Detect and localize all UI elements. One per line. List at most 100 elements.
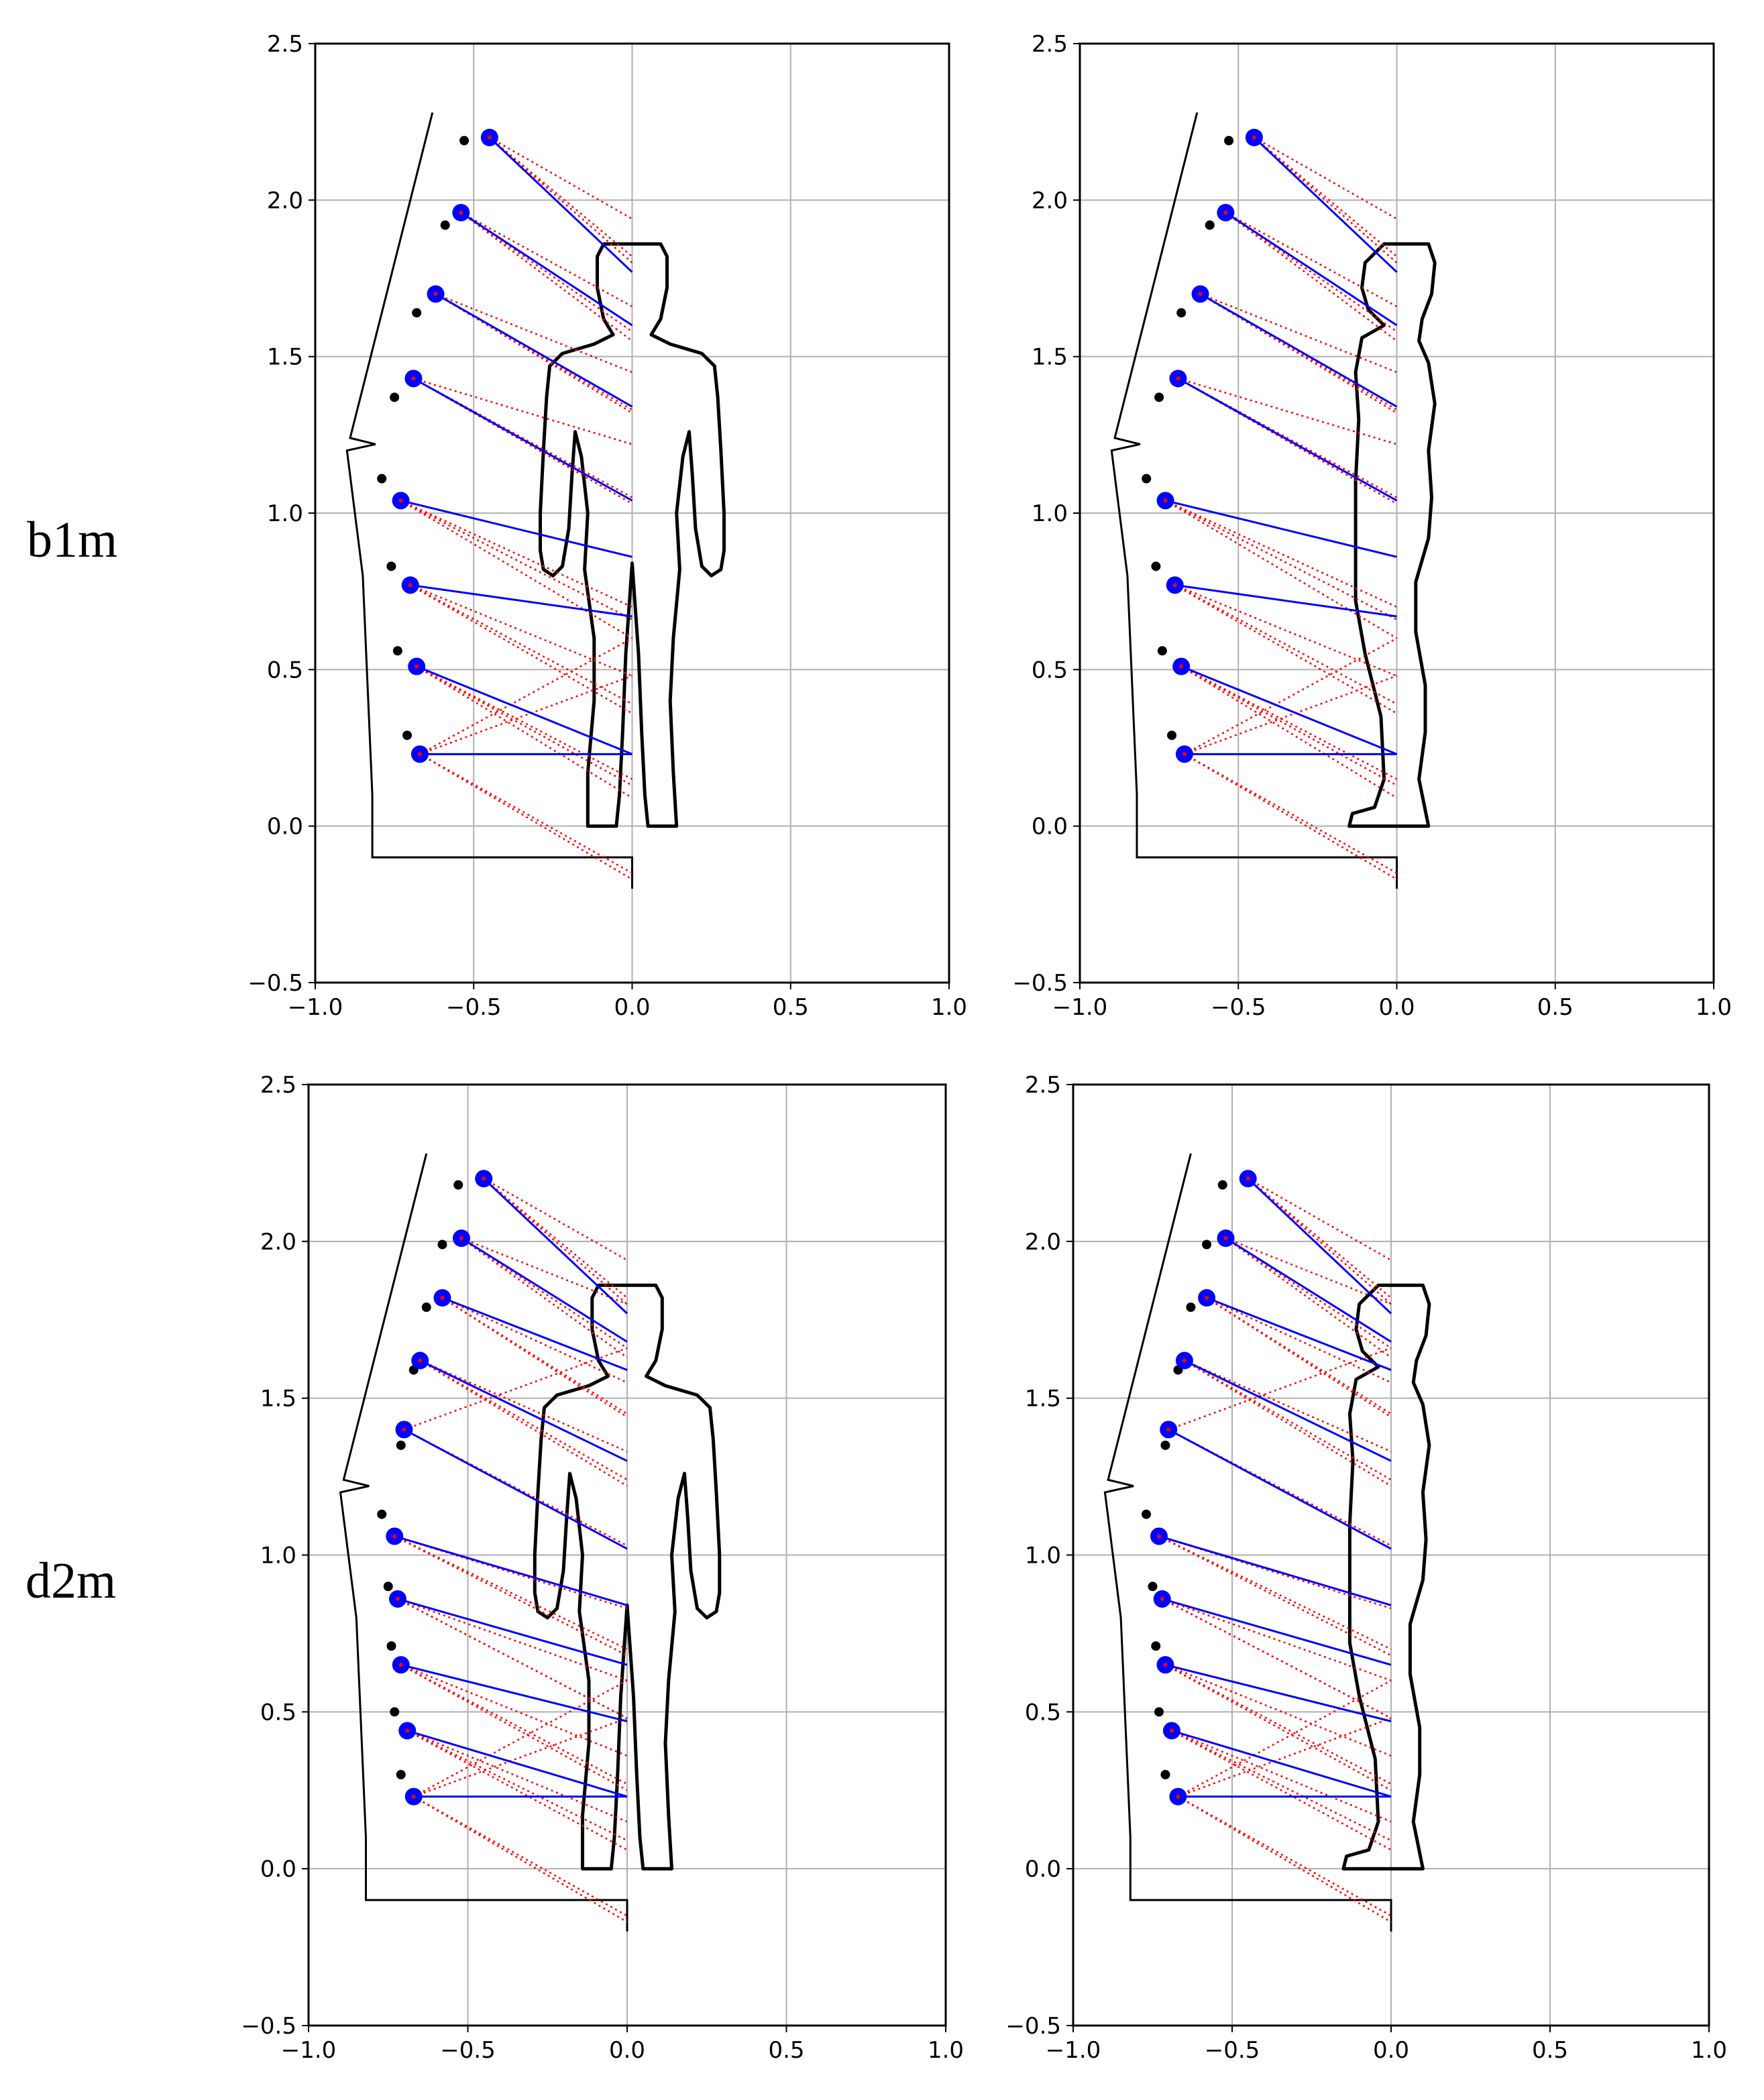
ray-line (412, 378, 633, 505)
ray-line (1165, 500, 1398, 608)
black-dot (1151, 1641, 1161, 1651)
black-dot (1160, 1769, 1170, 1779)
black-dot (440, 220, 450, 230)
y-tick-label: 0.0 (1025, 1856, 1061, 1883)
black-dot (386, 561, 396, 571)
x-tick-label: 0.5 (1537, 994, 1574, 1021)
panel-b1m-side: −1.0 −0.5 0.0 0.5 1.0−0.50.00.51.01.52.02.5 (1012, 31, 1732, 1021)
ray-line (1206, 1296, 1392, 1415)
ray-line (404, 1347, 628, 1431)
sensor-center (1182, 752, 1187, 757)
ray-line (400, 500, 633, 608)
sensor-center (418, 1358, 423, 1363)
sensor-center (459, 211, 463, 215)
black-dot (453, 1180, 463, 1190)
ray-line (460, 211, 633, 333)
sensor-center (1163, 498, 1168, 503)
ray-line (1184, 753, 1398, 874)
ray-line (1171, 1730, 1392, 1842)
sensor-center (433, 292, 438, 296)
sensor-center (398, 498, 403, 503)
sensor-center (1252, 135, 1256, 140)
ray-line (1158, 1535, 1392, 1657)
ray-line (1254, 136, 1398, 220)
ray-line (1184, 1360, 1392, 1487)
x-tick-label: 0.5 (773, 994, 809, 1021)
y-tick-label: 2.5 (1032, 31, 1068, 58)
body-outline (1341, 1283, 1431, 1871)
panel-d2m-side: −1.0 −0.5 0.0 0.5 1.0−0.50.00.51.01.52.02.5 (1005, 1072, 1727, 2064)
ray-line (1225, 1237, 1392, 1305)
ray-line (1162, 1598, 1392, 1719)
y-tick-label: 1.5 (267, 344, 303, 371)
los-line (1165, 499, 1397, 558)
ray-line (1184, 1360, 1392, 1453)
black-dot (412, 308, 422, 318)
x-tick-label: 0.5 (768, 2037, 804, 2064)
sensor-center (1205, 1296, 1209, 1301)
black-dot (390, 392, 400, 402)
ray-line (1225, 211, 1398, 333)
black-dot (402, 730, 412, 740)
y-tick-label: 2.5 (1025, 1072, 1061, 1099)
sensor-center (1163, 1663, 1168, 1667)
x-tick-label: −0.5 (440, 2037, 496, 2064)
sensor-center (459, 1236, 463, 1241)
ray-line (460, 211, 633, 308)
y-tick-label: 0.0 (260, 1856, 296, 1883)
los-line (412, 378, 633, 502)
los-line (410, 584, 632, 618)
black-dot (1167, 730, 1177, 740)
ray-line (406, 1730, 628, 1823)
x-tick-label: 0.5 (1532, 2037, 1568, 2064)
x-tick-label: −0.5 (446, 994, 502, 1021)
ray-line (1171, 1730, 1392, 1851)
y-tick-label: 2.0 (260, 1229, 296, 1256)
x-tick-label: 0.0 (614, 994, 650, 1021)
sensor-center (1198, 292, 1203, 296)
ray-line (1171, 1730, 1392, 1823)
ray-line (1225, 211, 1398, 308)
ray-line (1206, 1296, 1392, 1384)
ray-line (419, 1360, 628, 1481)
los-line (400, 499, 632, 558)
y-tick-label: 1.0 (1025, 1543, 1061, 1569)
sensor-center (411, 1794, 416, 1799)
ray-line (413, 1795, 628, 1923)
black-dot (1142, 474, 1152, 484)
ray-line (416, 665, 633, 780)
ray-line (1180, 665, 1398, 787)
ray-line (1184, 753, 1398, 881)
ray-line (394, 1535, 628, 1650)
x-tick-label: 1.0 (1691, 2037, 1727, 2064)
x-tick-label: −1.0 (281, 2037, 337, 2064)
ray-line (416, 665, 633, 787)
los-line (1177, 378, 1398, 502)
los-line (441, 1296, 628, 1371)
row-label-b1m: b1m (27, 512, 117, 568)
ray-line (1178, 378, 1397, 445)
sensor-center (408, 583, 412, 588)
ray-line (397, 1598, 628, 1719)
black-dot (1205, 220, 1215, 230)
ray-line (412, 378, 633, 498)
sensor-center (411, 376, 416, 381)
los-line (1199, 293, 1398, 408)
black-dot (1224, 135, 1234, 146)
sensor-center (1156, 1534, 1161, 1539)
los-line (1180, 665, 1398, 755)
ray-line (419, 1360, 628, 1487)
black-dot (421, 1303, 431, 1313)
sensor-center (1169, 1728, 1174, 1733)
sensor-center (1246, 1176, 1250, 1181)
ray-line (1225, 1237, 1392, 1358)
black-dot (377, 1509, 387, 1519)
ray-line (413, 1717, 628, 1798)
sensor-center (1223, 211, 1228, 215)
los-line (483, 1178, 628, 1315)
ray-line (1184, 675, 1397, 755)
sensor-center (415, 664, 419, 669)
enclosure-outline (339, 1153, 628, 1932)
ray-line (1177, 378, 1398, 498)
black-dot (1176, 308, 1187, 318)
